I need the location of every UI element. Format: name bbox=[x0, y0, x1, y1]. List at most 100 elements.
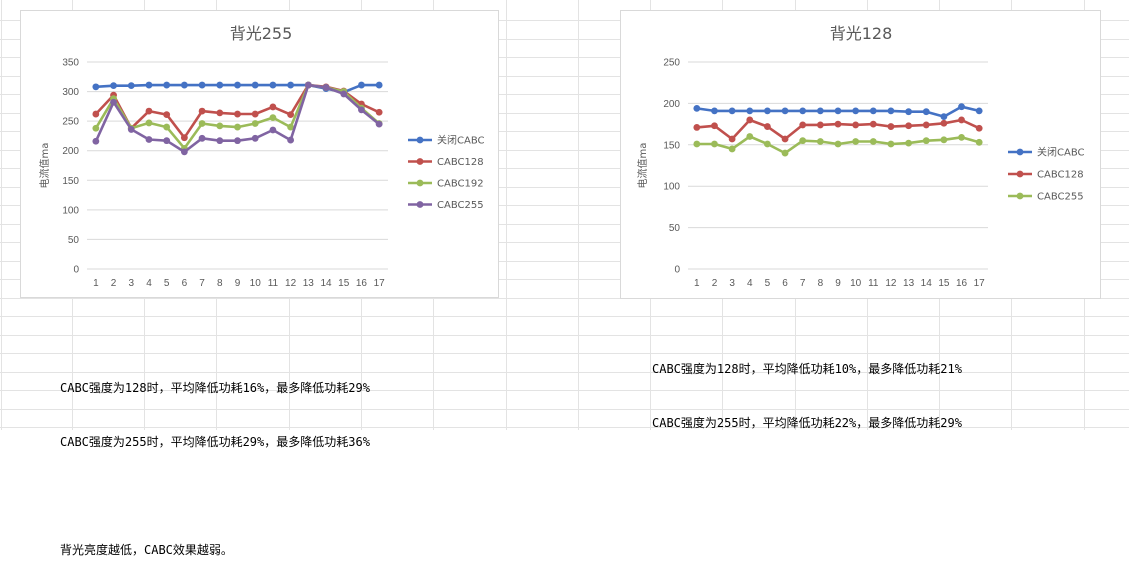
data-point bbox=[198, 107, 206, 115]
x-tick-label: 4 bbox=[747, 278, 753, 289]
data-point bbox=[375, 120, 383, 128]
data-point bbox=[940, 119, 948, 127]
data-point bbox=[905, 108, 912, 116]
legend-label: 关闭CABC bbox=[1037, 146, 1085, 159]
data-point bbox=[711, 140, 718, 148]
y-tick-label: 50 bbox=[68, 235, 80, 246]
data-point bbox=[358, 106, 365, 114]
data-point bbox=[922, 121, 930, 129]
data-point bbox=[940, 113, 948, 121]
data-point bbox=[180, 134, 188, 142]
data-point bbox=[852, 121, 860, 129]
data-point bbox=[375, 81, 383, 89]
x-tick-label: 9 bbox=[835, 278, 841, 289]
data-point bbox=[834, 140, 842, 148]
x-tick-label: 6 bbox=[182, 278, 188, 289]
data-point bbox=[887, 123, 895, 130]
x-tick-label: 10 bbox=[850, 278, 862, 289]
data-point bbox=[746, 133, 754, 140]
chart-backlight-128[interactable]: 背光128 0 50 100 150 200 250 1 2 3 4 5 6 7 8 9 10 11 12 13 14 1… bbox=[620, 10, 1101, 299]
legend-label: CABC255 bbox=[1037, 192, 1084, 203]
data-point bbox=[816, 121, 824, 129]
data-point bbox=[834, 120, 842, 128]
y-tick-label: 150 bbox=[62, 176, 79, 187]
data-point bbox=[287, 136, 295, 144]
note-line: CABC强度为128时，平均降低功耗10%，最多降低功耗21% bbox=[652, 362, 962, 376]
data-point bbox=[198, 81, 206, 89]
x-tick-label: 17 bbox=[974, 278, 986, 289]
x-tick-label: 13 bbox=[303, 278, 315, 289]
data-point bbox=[958, 133, 965, 141]
x-tick-label: 12 bbox=[885, 278, 897, 289]
chart-backlight-255[interactable]: 背光255 0 50 100 150 200 250 300 350 1 2 3 4 5 6 7 8 9 10 11 1… bbox=[20, 10, 499, 298]
chart-title: 背光255 bbox=[230, 24, 293, 43]
x-tick-label: 13 bbox=[903, 278, 915, 289]
x-tick-label: 17 bbox=[374, 278, 386, 289]
legend-label: CABC128 bbox=[437, 157, 484, 168]
note-line: CABC强度为255时，平均降低功耗22%，最多降低功耗29% bbox=[652, 416, 962, 430]
x-tick-label: 15 bbox=[938, 278, 950, 289]
data-point bbox=[287, 81, 295, 89]
legend-label: CABC128 bbox=[1037, 170, 1084, 181]
data-point bbox=[711, 122, 718, 130]
y-tick-label: 50 bbox=[669, 223, 681, 234]
x-tick-label: 10 bbox=[250, 278, 262, 289]
data-point bbox=[922, 137, 930, 145]
data-point bbox=[852, 138, 860, 145]
data-point bbox=[781, 107, 789, 115]
x-tick-label: 5 bbox=[164, 278, 170, 289]
x-tick-label: 14 bbox=[320, 278, 332, 289]
data-point bbox=[693, 104, 701, 112]
notes-right: CABC强度为128时，平均降低功耗10%，最多降低功耗21% CABC强度为2… bbox=[652, 324, 962, 450]
data-point bbox=[216, 122, 224, 130]
data-point bbox=[975, 138, 983, 146]
x-tick-label: 3 bbox=[128, 278, 134, 289]
x-tick-label: 6 bbox=[782, 278, 788, 289]
data-point bbox=[145, 107, 153, 115]
data-point bbox=[234, 137, 241, 145]
data-point bbox=[922, 108, 930, 116]
data-point bbox=[127, 126, 135, 133]
x-tick-label: 4 bbox=[146, 278, 152, 289]
data-point bbox=[711, 107, 718, 115]
legend-marker bbox=[416, 136, 424, 144]
data-point bbox=[145, 81, 153, 89]
y-tick-label: 350 bbox=[62, 58, 79, 69]
legend-label: CABC192 bbox=[437, 179, 484, 190]
data-point bbox=[958, 116, 965, 124]
x-tick-label: 15 bbox=[338, 278, 350, 289]
y-tick-label: 250 bbox=[663, 58, 680, 69]
y-tick-label: 100 bbox=[62, 205, 79, 216]
x-tick-label: 3 bbox=[729, 278, 735, 289]
data-point bbox=[92, 124, 100, 132]
legend-label: CABC255 bbox=[437, 200, 484, 211]
note-line bbox=[60, 487, 370, 505]
data-point bbox=[940, 136, 948, 144]
y-tick-label: 0 bbox=[674, 265, 680, 276]
data-point bbox=[216, 109, 224, 117]
y-tick-label: 300 bbox=[62, 87, 79, 98]
data-point bbox=[304, 81, 312, 89]
data-point bbox=[958, 103, 965, 111]
data-point bbox=[269, 81, 277, 89]
x-tick-label: 8 bbox=[818, 278, 824, 289]
y-tick-label: 100 bbox=[663, 182, 680, 193]
data-point bbox=[728, 107, 736, 115]
data-point bbox=[764, 123, 771, 130]
x-tick-label: 7 bbox=[800, 278, 806, 289]
x-tick-label: 1 bbox=[694, 278, 700, 289]
x-tick-label: 14 bbox=[921, 278, 933, 289]
x-tick-label: 16 bbox=[956, 278, 968, 289]
y-tick-label: 200 bbox=[663, 99, 680, 110]
x-tick-label: 11 bbox=[868, 278, 879, 289]
data-point bbox=[145, 136, 153, 143]
x-tick-label: 12 bbox=[285, 278, 297, 289]
data-point bbox=[869, 107, 877, 115]
data-point bbox=[816, 138, 824, 145]
data-point bbox=[905, 139, 912, 147]
note-line: 背光亮度越低，CABC效果越弱。 bbox=[60, 543, 233, 557]
data-point bbox=[269, 114, 277, 121]
data-point bbox=[693, 140, 701, 148]
